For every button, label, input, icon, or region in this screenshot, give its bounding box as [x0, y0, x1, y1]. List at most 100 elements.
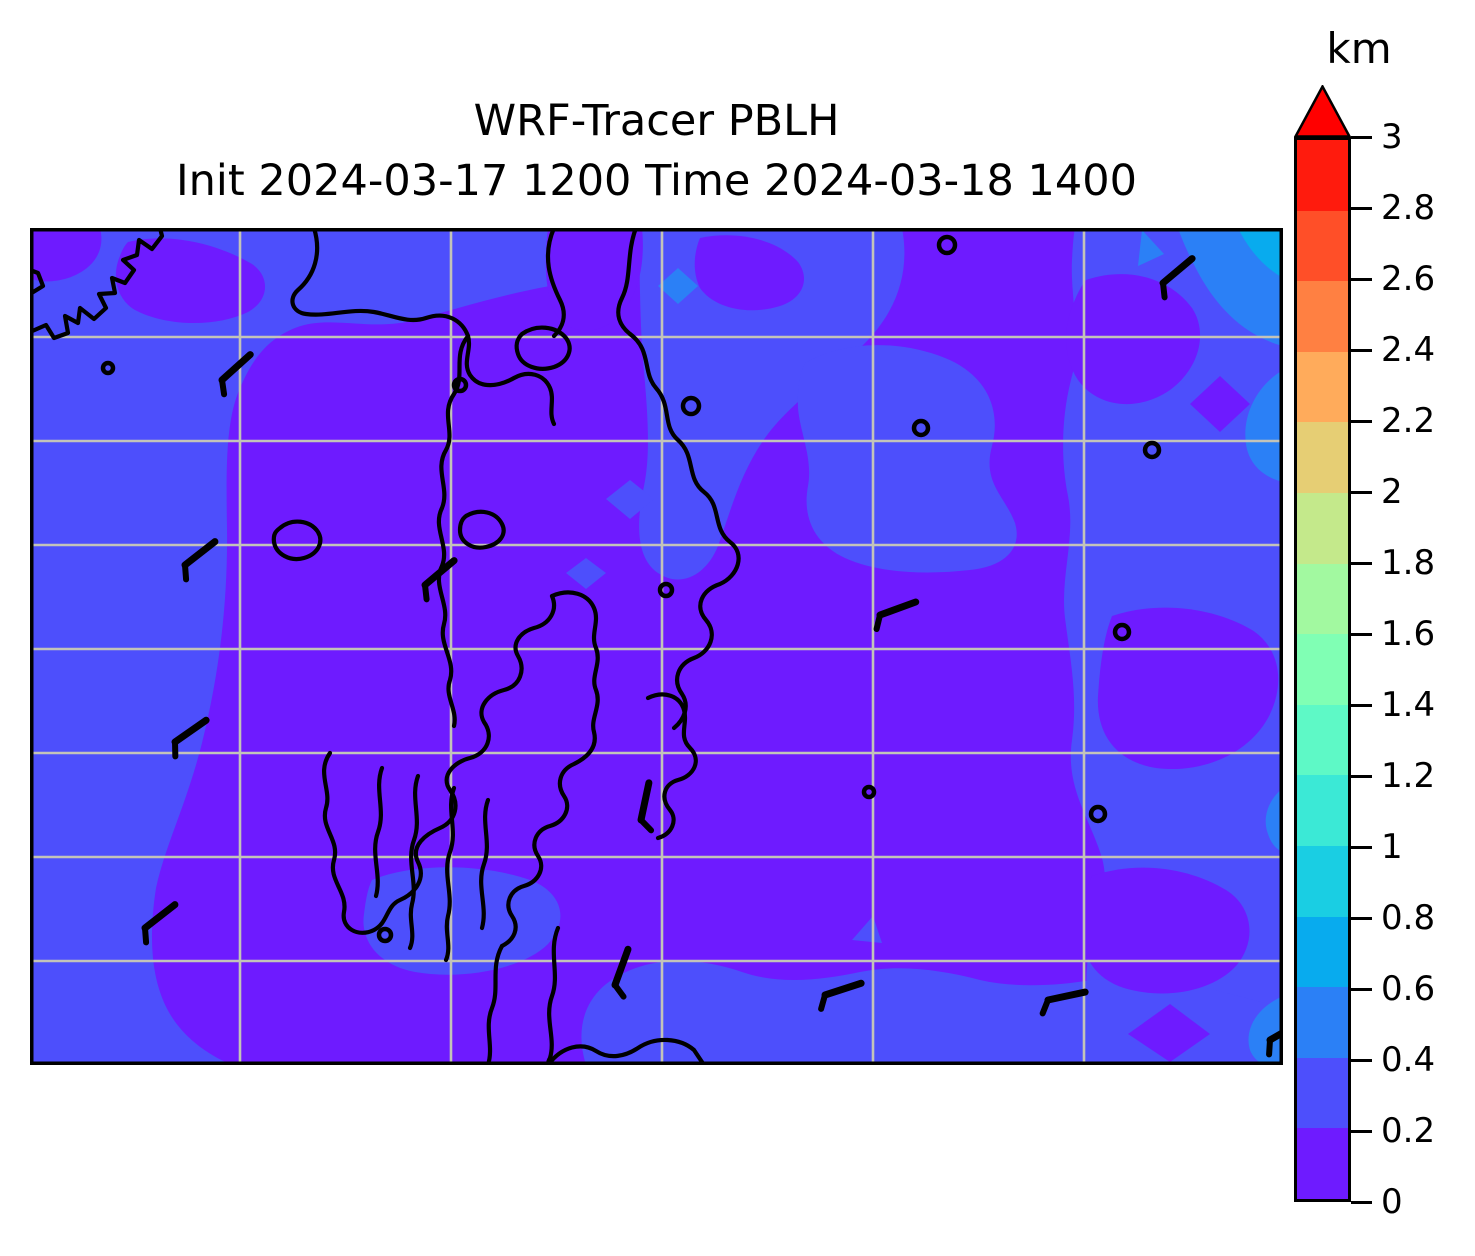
contour-region-purple-nw-1 [30, 228, 102, 282]
coastline [627, 331, 741, 731]
colorbar-tick-mark [1351, 916, 1372, 920]
map-border [30, 228, 1283, 1065]
pblh-contour-map [30, 228, 1283, 1065]
colorbar-segment [1297, 704, 1348, 776]
calm-station-circle-icon [1112, 622, 1132, 642]
calm-station-circle-icon [861, 784, 877, 800]
coastline [290, 228, 557, 427]
coastline [545, 228, 566, 339]
calm-station-circle-icon [1142, 440, 1162, 460]
coastline [479, 797, 491, 931]
colorbar-segment [1297, 775, 1348, 846]
colorbar-tick-mark [1351, 1058, 1372, 1062]
colorbar-tick-label: 1.4 [1381, 685, 1436, 725]
plot-title: WRF-Tracer PBLH [473, 96, 840, 146]
colorbar-tick-label: 1.2 [1381, 756, 1436, 796]
colorbar [1294, 137, 1351, 1202]
contour-region-cyan-right-wedge [1245, 370, 1283, 482]
wind-barb-icon [218, 351, 254, 398]
contour-region-cyan-ne-deep [1238, 228, 1283, 278]
colorbar-segment [1297, 987, 1348, 1058]
wind-barb-icon [873, 598, 920, 633]
colorbar-tick-label: 3 [1381, 117, 1403, 157]
coastline [443, 785, 457, 963]
calm-station-circle-icon [100, 360, 116, 376]
coastline [545, 1037, 707, 1065]
wind-barb-icon [1039, 988, 1089, 1017]
contour-region-purple-top-right [694, 235, 804, 311]
colorbar-tick-mark [1351, 1200, 1372, 1204]
colorbar-tick-mark [1351, 206, 1372, 210]
colorbar-tick-mark [1351, 490, 1372, 494]
colorbar-tick-label: 0.2 [1381, 1111, 1436, 1151]
colorbar-tick-label: 2.6 [1381, 259, 1436, 299]
plot-subtitle: Init 2024-03-17 1200 Time 2024-03-18 140… [176, 156, 1137, 206]
wind-barb-icon [637, 779, 655, 834]
colorbar-segment [1297, 916, 1348, 988]
colorbar-tick-mark [1351, 561, 1372, 565]
colorbar-tick-label: 0.6 [1381, 969, 1436, 1009]
calm-station-circle-icon [657, 581, 675, 599]
colorbar-tick-mark [1351, 703, 1372, 707]
coastline [436, 333, 471, 729]
contour-region-cyan-se-corner [1248, 996, 1283, 1065]
colorbar-tick-label: 1.6 [1381, 614, 1436, 654]
map-plot-area [30, 228, 1283, 1065]
colorbar-segment [1297, 210, 1348, 282]
wind-barb-icon [141, 901, 179, 946]
contour-region-purple-right-top [1066, 274, 1201, 405]
coastline [645, 692, 698, 841]
calm-station-circle-icon [911, 418, 931, 438]
colorbar-segment [1297, 422, 1348, 493]
wind-barb-icon [611, 945, 632, 1000]
coastline [499, 590, 600, 949]
colorbar-tick-mark [1351, 845, 1372, 849]
coastline [407, 773, 421, 951]
colorbar-tick-mark [1351, 419, 1372, 423]
coastline [321, 593, 557, 935]
colorbar-extend-arrow [1294, 85, 1351, 138]
colorbar-segment [1297, 351, 1348, 423]
wind-barb-icon [818, 979, 865, 1012]
contour-region-purple-nw-2 [115, 238, 266, 324]
contour-region-blue-diamond-2 [566, 558, 606, 589]
contour-region-purple-diamond-strip [1128, 1004, 1210, 1062]
colorbar-tick-mark [1351, 774, 1372, 778]
contour-region-purple-diamond-right [1190, 376, 1250, 432]
calm-station-circle-icon [1088, 804, 1108, 824]
colorbar-segment [1297, 281, 1348, 352]
coastline [30, 228, 165, 341]
coastline [616, 228, 639, 337]
colorbar-segment [1297, 492, 1348, 564]
wind-barb-icon [181, 538, 219, 583]
coastline [485, 943, 505, 1065]
coastline [373, 765, 385, 899]
colorbar-tick-label: 2.2 [1381, 401, 1436, 441]
colorbar-tick-mark [1351, 135, 1372, 139]
calm-station-circle-icon [936, 234, 958, 256]
colorbar-tick-label: 2.8 [1381, 188, 1436, 228]
colorbar-tick-mark [1351, 632, 1372, 636]
colorbar-tick-mark [1351, 277, 1372, 281]
colorbar-tick-label: 2 [1381, 472, 1403, 512]
wind-barb-icon [171, 716, 210, 760]
contour-region-cyan-spot-2 [1138, 230, 1164, 266]
colorbar-tick-label: 0.8 [1381, 898, 1436, 938]
colorbar-segment [1297, 634, 1348, 705]
calm-station-circle-icon [376, 926, 394, 944]
colorbar-tick-mark [1351, 348, 1372, 352]
contour-region-blue-triangle-1 [852, 916, 882, 943]
colorbar-tick-label: 0 [1381, 1182, 1403, 1222]
contour-region-blue-left-band [30, 228, 670, 1065]
wind-barb-icon [421, 557, 458, 603]
colorbar-segment [1297, 140, 1348, 211]
contour-region-cyan-ne-corner [1178, 228, 1283, 346]
coastline [30, 267, 46, 297]
coastline [514, 325, 572, 371]
coastline [457, 509, 506, 550]
colorbar-segment [1297, 1057, 1348, 1129]
colorbar-segment [1297, 845, 1348, 917]
wind-barb-icon [1159, 255, 1196, 301]
contour-region-cyan-right-small [1265, 788, 1283, 852]
